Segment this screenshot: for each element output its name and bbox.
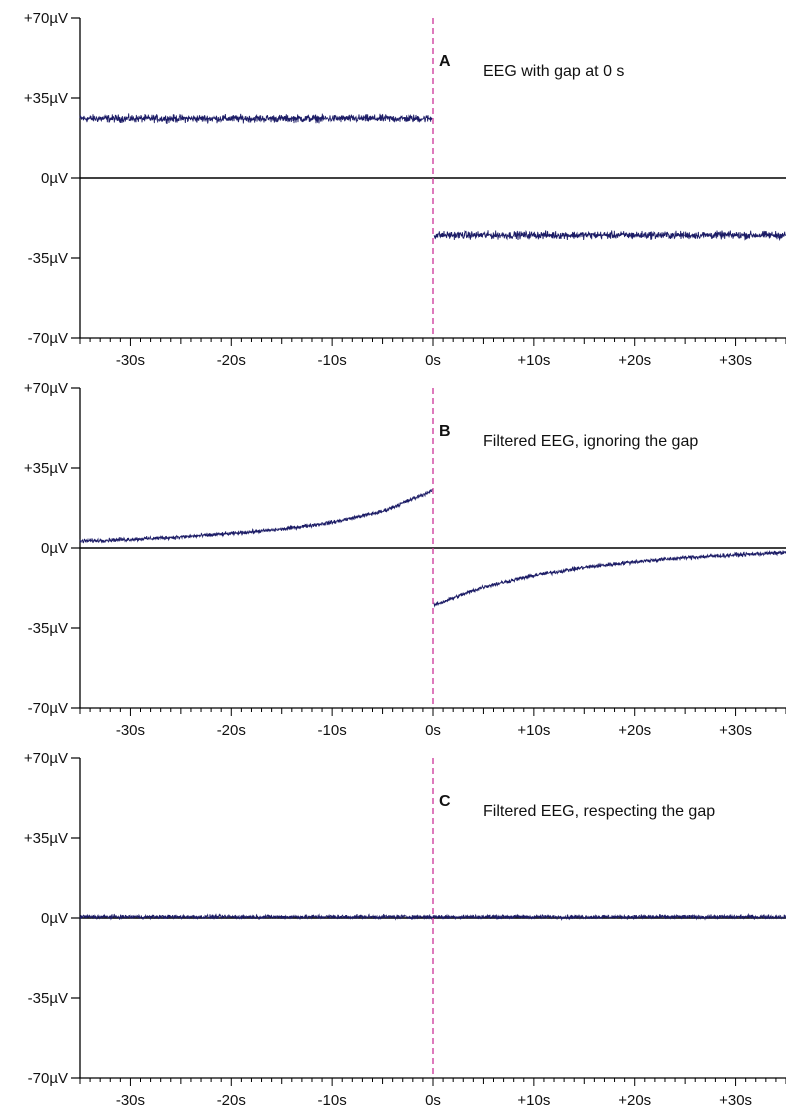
y-tick-label: 0µV [41,540,68,557]
y-tick-label: -35µV [28,620,68,637]
x-tick-label: -30s [116,352,145,369]
x-tick-label: +20s [618,1092,651,1107]
y-tick-label: -35µV [28,990,68,1007]
x-tick-label: +20s [618,352,651,369]
x-tick-label: 0s [425,352,441,369]
x-tick-label: +30s [719,352,752,369]
x-tick-label: +30s [719,722,752,739]
panel-a: -30s -20s -10s 0s +10s +20s +30s +70µV +35µV 0µV -… [24,10,786,369]
x-tick-label: +10s [517,1092,550,1107]
y-tick-label: +70µV [24,750,68,767]
x-tick-label: -10s [318,1092,347,1107]
x-tick-label: -10s [318,722,347,739]
y-tick-label: 0µV [41,170,68,187]
panel-caption: EEG with gap at 0 s [483,63,624,80]
y-tick-label: -35µV [28,250,68,267]
x-tick-label: -20s [217,1092,246,1107]
x-tick-label: 0s [425,1092,441,1107]
x-tick-label: -30s [116,722,145,739]
eeg-trace [79,912,786,921]
y-tick-label: +35µV [24,460,68,477]
panel-caption: Filtered EEG, respecting the gap [483,803,715,820]
panel-letter: B [439,423,451,440]
x-tick-label: +10s [517,352,550,369]
panel-letter: A [439,53,451,70]
x-tick-label: -10s [318,352,347,369]
x-tick-label: 0s [425,722,441,739]
x-tick-label: +20s [618,722,651,739]
x-tick-label: -30s [116,1092,145,1107]
x-tick-label: -20s [217,352,246,369]
panel-c: -30s -20s -10s 0s +10s +20s +30s +70µV +35µV 0µV -… [24,750,786,1107]
y-tick-label: +70µV [24,10,68,27]
y-tick-label: +35µV [24,90,68,107]
y-tick-label: -70µV [28,700,68,717]
y-tick-label: -70µV [28,1070,68,1087]
x-tick-label: +10s [517,722,550,739]
eeg-trace [79,113,786,242]
y-tick-label: +70µV [24,380,68,397]
eeg-trace [79,488,786,608]
panel-letter: C [439,793,451,810]
panel-caption: Filtered EEG, ignoring the gap [483,433,698,450]
y-tick-label: +35µV [24,830,68,847]
x-tick-label: +30s [719,1092,752,1107]
y-tick-label: 0µV [41,910,68,927]
panel-b: -30s -20s -10s 0s +10s +20s +30s +70µV +35µV 0µV -… [24,380,786,739]
y-tick-label: -70µV [28,330,68,347]
x-tick-label: -20s [217,722,246,739]
